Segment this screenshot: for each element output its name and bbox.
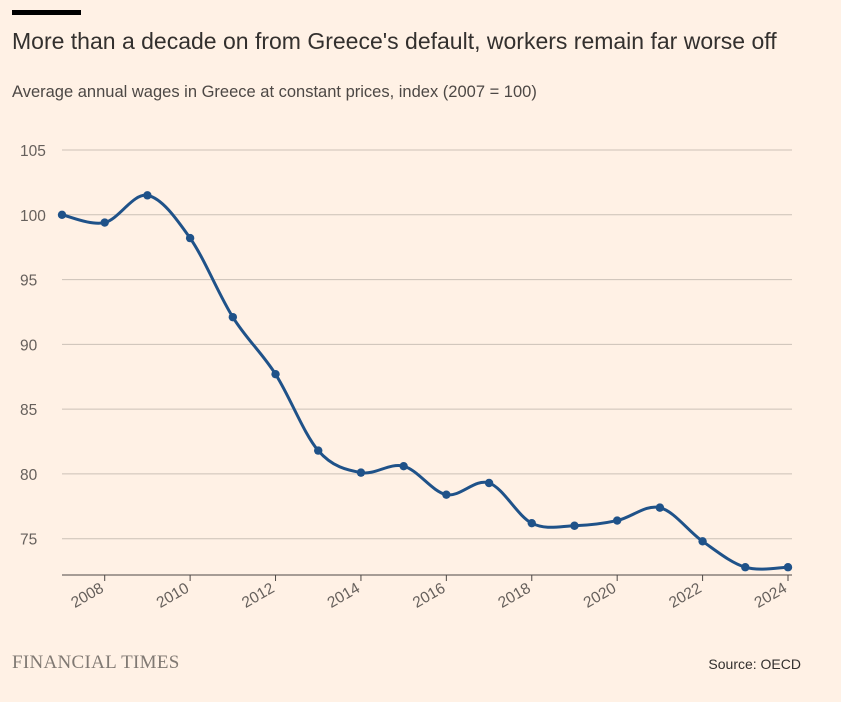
x-tick-label: 2022 (666, 580, 704, 612)
x-tick-label: 2014 (325, 580, 364, 612)
x-tick-label: 2024 (752, 580, 791, 612)
ft-brand-bar (12, 10, 81, 15)
y-tick-label: 100 (20, 208, 46, 225)
y-tick-label: 90 (20, 337, 38, 354)
data-point-2010 (185, 233, 195, 243)
data-point-2009 (143, 191, 152, 200)
data-point-2013 (314, 446, 323, 455)
y-tick-label: 85 (20, 402, 37, 419)
data-point-2011 (228, 312, 238, 322)
chart-subtitle: Average annual wages in Greece at consta… (12, 83, 537, 101)
grid-lines (62, 149, 792, 540)
data-point-2014 (356, 468, 366, 477)
x-tick-label: 2020 (581, 580, 620, 612)
data-point-2022 (698, 537, 707, 546)
data-point-2018 (527, 518, 536, 528)
x-tick-label: 2010 (154, 580, 193, 612)
chart-title: More than a decade on from Greece's defa… (12, 28, 777, 54)
x-tick-label: 2008 (68, 580, 106, 612)
data-point-2021 (655, 503, 665, 512)
data-point-2012 (271, 369, 280, 379)
source-note: Source: OECD (708, 656, 801, 672)
x-tick-label: 2016 (410, 580, 448, 612)
data-point-2017 (484, 478, 494, 488)
x-tick-label: 2012 (239, 580, 277, 612)
x-tick-label: 2018 (495, 580, 533, 612)
data-point-2019 (570, 521, 579, 530)
x-axis: 2008 2010 2012 2014 2016 2018 2020 2022 2024 (62, 574, 792, 612)
y-tick-label: 105 (20, 143, 46, 160)
y-tick-label: 75 (20, 532, 37, 549)
data-point-2016 (442, 490, 451, 499)
data-point-2015 (399, 461, 408, 471)
series-line-layer (60, 193, 790, 571)
ft-logo: FINANCIAL TIMES (12, 652, 180, 673)
data-points (57, 191, 793, 572)
series-line (60, 193, 790, 571)
data-point-2024 (783, 563, 793, 572)
data-point-2020 (612, 516, 622, 525)
y-axis-ticks: 105 100 95 90 85 80 75 (20, 143, 46, 549)
y-tick-label: 80 (20, 467, 38, 484)
data-point-2023 (741, 563, 750, 572)
y-tick-label: 95 (20, 273, 37, 290)
data-point-2008 (100, 218, 109, 227)
data-point-2007 (57, 210, 67, 219)
